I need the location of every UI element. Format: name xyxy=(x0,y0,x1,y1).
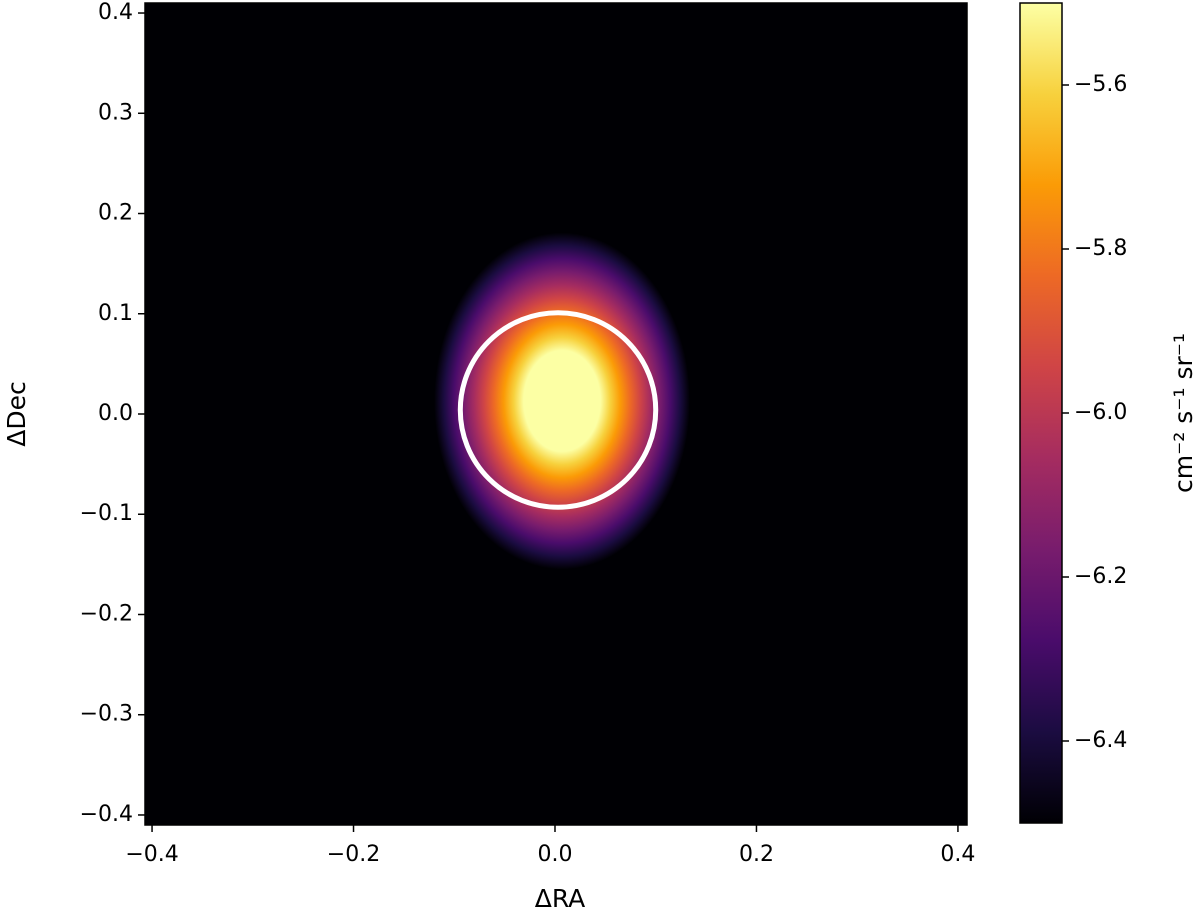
colorbar-tick-label: −6.4 xyxy=(1074,728,1127,753)
x-tick-label: −0.2 xyxy=(327,842,380,867)
y-tick-label: 0.4 xyxy=(98,0,133,25)
y-tick-label: 0.3 xyxy=(98,100,133,125)
x-tick-label: −0.4 xyxy=(125,842,178,867)
contour xyxy=(457,310,659,510)
y-tick-label: 0.1 xyxy=(98,301,133,326)
colorbar-label: cm⁻² s⁻¹ sr⁻¹ xyxy=(1169,333,1198,493)
y-tick-label: 0.0 xyxy=(98,401,133,426)
colorbar-tick-label: −6.2 xyxy=(1074,564,1127,589)
x-axis-label: ΔRA xyxy=(535,884,586,913)
colorbar-tick-label: −5.8 xyxy=(1074,236,1127,261)
y-tick-label: 0.2 xyxy=(98,201,133,226)
y-tick-label: −0.4 xyxy=(80,802,133,827)
x-tick-label: 0.0 xyxy=(537,842,572,867)
colorbar xyxy=(1019,2,1063,824)
x-tick-label: 0.4 xyxy=(940,842,975,867)
y-axis-label: ΔDec xyxy=(2,381,31,446)
colorbar-tick-label: −6.0 xyxy=(1074,400,1127,425)
x-tick-label: 0.2 xyxy=(739,842,774,867)
y-tick-label: −0.2 xyxy=(80,601,133,626)
y-tick-label: −0.3 xyxy=(80,702,133,727)
colorbar-tick-label: −5.6 xyxy=(1074,72,1127,97)
y-tick-label: −0.1 xyxy=(80,501,133,526)
source-emission xyxy=(434,232,690,570)
